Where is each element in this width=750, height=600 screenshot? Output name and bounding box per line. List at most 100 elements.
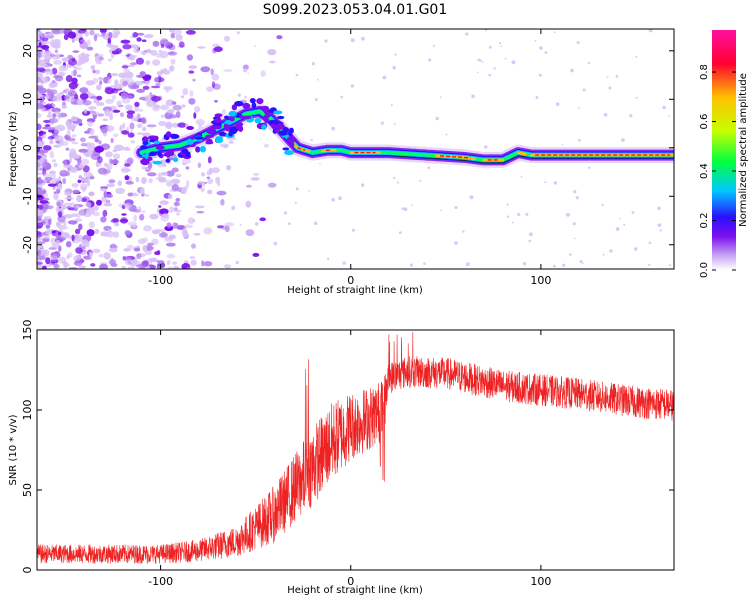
noise-blob [196,210,205,214]
noise-blob [147,172,157,177]
colorbar-tick-label: 0.2 [699,213,710,229]
noise-blob [100,216,107,223]
noise-speck [308,190,310,192]
noise-blob [124,175,130,181]
noise-speck [539,46,543,50]
noise-speck [581,262,584,265]
noise-blob [84,31,89,37]
noise-speck [669,264,672,267]
ridge-blob [165,151,171,158]
noise-blob [62,177,66,185]
noise-blob [136,253,142,260]
noise-blob [182,88,189,96]
ridge-peak [440,155,471,159]
noise-speck [465,262,470,267]
noise-blob [37,36,41,41]
noise-blob [48,127,56,131]
noise-speck [294,201,297,204]
noise-blob [170,32,175,39]
noise-speck [635,96,638,99]
noise-blob [39,94,45,98]
noise-speck [361,36,365,41]
noise-blob [61,203,65,211]
noise-blob [214,100,218,103]
noise-blob [154,77,160,83]
noise-blob [76,74,82,78]
noise-blob [128,64,136,68]
noise-speck [331,126,336,131]
noise-blob [141,176,147,185]
noise-blob [130,62,138,65]
noise-blob [163,67,167,75]
ridge-blob [286,136,296,144]
noise-blob [39,200,49,204]
noise-blob [113,144,124,152]
noise-blob [110,137,114,144]
noise-blob [156,260,165,264]
noise-blob [63,34,69,41]
noise-blob [77,98,84,106]
noise-speck [454,241,458,245]
noise-blob [147,242,154,246]
noise-blob [106,193,113,198]
noise-blob [190,259,197,266]
noise-speck [544,181,547,184]
noise-blob [78,164,85,169]
noise-blob [113,231,120,238]
noise-speck [439,96,442,99]
ridge-blob [242,102,251,109]
noise-blob [111,94,117,101]
ridge-blob [214,117,222,124]
noise-blob [136,132,145,135]
noise-blob [164,225,174,231]
noise-blob [206,86,214,92]
noise-blob [133,214,137,222]
noise-blob [110,73,119,77]
noise-blob [109,113,114,121]
noise-blob [55,124,66,132]
noise-blob [47,110,52,116]
noise-blob [48,117,59,124]
noise-blob [138,109,144,112]
ridge-blob [149,151,157,155]
noise-blob [38,255,47,260]
spectrogram-xtick-label: -100 [148,274,173,287]
noise-speck [235,260,239,265]
noise-blob [136,123,143,128]
noise-speck [517,212,521,216]
noise-blob [98,253,104,258]
noise-blob [88,135,98,139]
noise-blob [112,218,119,223]
noise-blob [165,242,176,247]
ridge-blob [206,138,213,144]
spectrogram-xtick-label: 0 [347,274,354,287]
noise-blob [86,179,91,187]
noise-blob [195,119,205,126]
noise-speck [239,223,242,226]
noise-blob [61,261,65,264]
noise-blob [121,130,130,135]
ridge-blob [263,114,268,122]
noise-blob [71,77,78,85]
noise-speck [423,262,426,266]
noise-blob [106,166,113,170]
noise-blob [50,237,56,245]
spectrogram-marks [37,29,674,269]
ridge-blob [228,110,237,117]
noise-blob [108,31,113,39]
noise-blob [80,137,86,143]
noise-blob [38,41,42,48]
ridge-blob [206,127,217,135]
noise-blob [62,141,69,146]
ridge-blob [214,113,223,118]
noise-blob [109,44,119,50]
noise-speck [465,32,469,36]
colorbar-tick-label: 0.6 [699,114,710,130]
noise-blob [54,128,58,134]
noise-blob [223,69,233,72]
noise-blob [146,124,157,128]
spectrogram-ytick-label: 20 [21,44,34,58]
ridge-blob [268,119,278,126]
noise-blob [45,224,51,229]
noise-speck [427,166,431,170]
